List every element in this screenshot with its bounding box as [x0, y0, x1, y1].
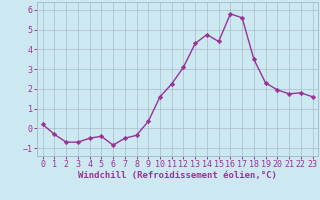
- X-axis label: Windchill (Refroidissement éolien,°C): Windchill (Refroidissement éolien,°C): [78, 171, 277, 180]
